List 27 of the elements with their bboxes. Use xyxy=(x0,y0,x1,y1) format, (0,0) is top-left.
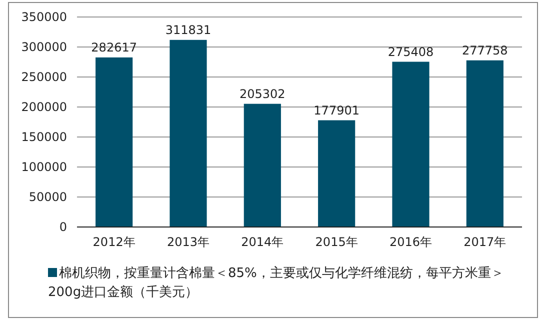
bar xyxy=(318,120,356,227)
data-label: 177901 xyxy=(314,103,360,118)
data-label: 282617 xyxy=(91,40,137,54)
data-label: 311831 xyxy=(165,22,212,37)
x-tick-label: 2015年 xyxy=(315,235,358,249)
y-tick-label: 350000 xyxy=(21,10,67,24)
legend-label: 棉机织物，按重量计含棉量＜85%，主要或仅与化学纤维混纺，每平方米重＞200g进口金额（千美元） xyxy=(48,266,504,300)
y-tick-label: 100000 xyxy=(21,160,67,174)
bar xyxy=(96,57,133,227)
data-label: 277758 xyxy=(462,43,508,58)
y-tick-label: 50000 xyxy=(28,190,67,204)
x-tick-label: 2013年 xyxy=(166,235,210,249)
x-tick-label: 2016年 xyxy=(389,235,432,249)
bar xyxy=(170,40,207,227)
data-label: 205302 xyxy=(240,86,286,101)
y-tick-label: 150000 xyxy=(21,130,67,144)
x-tick-label: 2012年 xyxy=(92,235,136,249)
x-tick-label: 2014年 xyxy=(241,235,284,249)
y-tick-label: 0 xyxy=(59,220,67,234)
bar xyxy=(466,60,504,227)
y-tick-label: 250000 xyxy=(21,70,67,84)
y-tick-label: 300000 xyxy=(21,40,67,54)
x-tick-label: 2017年 xyxy=(464,235,506,249)
y-tick-label: 200000 xyxy=(21,100,67,114)
bar xyxy=(392,62,430,227)
bar xyxy=(244,104,281,227)
data-label: 275408 xyxy=(388,44,434,59)
